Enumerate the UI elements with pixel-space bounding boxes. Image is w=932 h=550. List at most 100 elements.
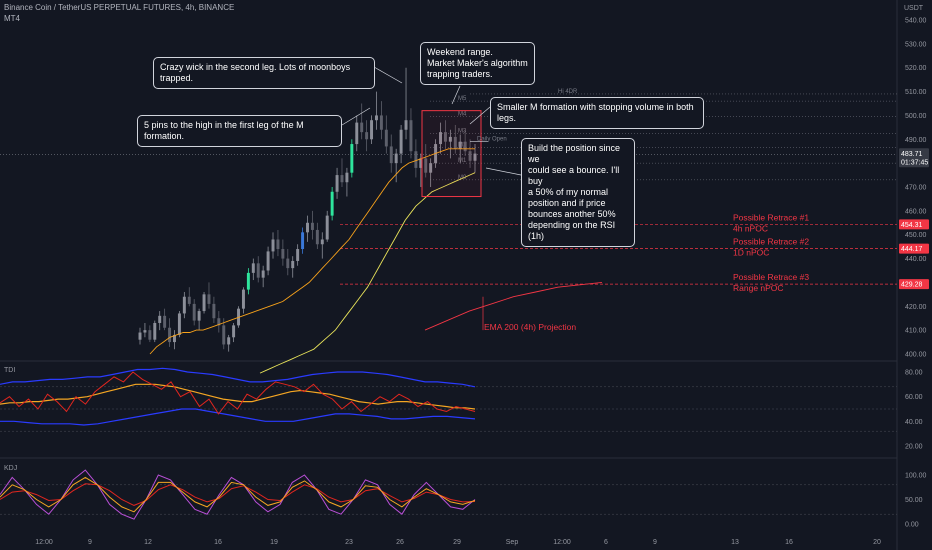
candle-body [246, 272, 250, 290]
candle-body [168, 327, 172, 343]
note-weekend-range[interactable]: Weekend range. Market Maker's algorithm … [420, 42, 535, 85]
kdj-label: KDJ [4, 465, 17, 472]
time-tick-label: 6 [604, 539, 608, 546]
note-five-pins-text: 5 pins to the high in the first leg of t… [144, 120, 304, 141]
candle-body [394, 153, 398, 164]
kdj-tick-label: 100.00 [905, 473, 927, 480]
candle-body [271, 239, 275, 252]
symbol-title: Binance Coin / TetherUS PERPETUAL FUTURE… [4, 3, 235, 12]
daily-open-label: Daily Open [477, 136, 507, 142]
retrace-badge-label: 444.17 [901, 246, 923, 253]
kdj-j-line [0, 469, 476, 520]
price-tick-label: 540.00 [905, 18, 927, 25]
tdi-upper-band [0, 367, 476, 388]
candle-body [143, 330, 147, 333]
candle-body [360, 122, 364, 133]
note-weekend-line-1: Weekend range. [427, 47, 493, 57]
m-level-label: M2 [458, 143, 467, 149]
note-smaller-m[interactable]: Smaller M formation with stopping volume… [490, 97, 704, 129]
m-level-label: M5 [458, 96, 467, 102]
m-level-label: M1 [458, 158, 467, 164]
candle-body [330, 191, 334, 216]
hi-4dr-label: Hi 4DR [558, 89, 578, 95]
candle-body [182, 296, 186, 314]
retrace-badge-label: 454.31 [901, 222, 923, 229]
price-tick-label: 530.00 [905, 41, 927, 48]
ema-slow-line [259, 172, 476, 374]
candle-body [320, 239, 324, 245]
time-tick-label: 12 [144, 539, 152, 546]
candle-body [306, 222, 309, 233]
candle-body [296, 249, 300, 261]
note-build-line-5: bounces another 50% [528, 209, 616, 219]
time-tick-label: Sep [506, 539, 519, 546]
kdj-d-line [0, 483, 476, 506]
tdi-tick-label: 60.00 [905, 394, 923, 401]
note-five-pins[interactable]: 5 pins to the high in the first leg of t… [137, 115, 342, 147]
current-price-badge [899, 148, 929, 168]
candle-body [163, 315, 167, 328]
candle-body [256, 263, 260, 278]
time-tick-label: 23 [345, 539, 353, 546]
retrace-sub: 1D nPOC [733, 248, 769, 258]
retrace-title: Possible Retrace #3 [733, 272, 809, 282]
tdi-label: TDI [4, 367, 15, 374]
tdi-mid-line [0, 383, 476, 410]
retrace-badge-label: 429.28 [901, 282, 923, 289]
m-level-label: M4 [458, 112, 467, 118]
retrace-sub: Range nPOC [733, 283, 784, 293]
candle-body [379, 115, 383, 130]
candle-body [453, 136, 457, 149]
price-tick-label: 500.00 [905, 113, 927, 120]
candle-body [212, 303, 216, 319]
candle-body [424, 158, 428, 173]
candle-body [340, 175, 344, 183]
weekend-range-box [421, 110, 482, 198]
candle-body [192, 303, 196, 321]
retrace-badge [899, 243, 929, 254]
time-tick-label: 20 [873, 539, 881, 546]
connector-line [373, 66, 403, 84]
price-tick-label: 490.00 [905, 137, 927, 144]
candle-body [419, 158, 423, 168]
candle-body [325, 215, 329, 240]
ema200-projection-line [424, 281, 603, 331]
candle-body [355, 122, 359, 145]
price-tick-label: 510.00 [905, 89, 927, 96]
price-tick-label: 440.00 [905, 256, 927, 263]
price-tick-label: 410.00 [905, 328, 927, 335]
candle-body [232, 325, 236, 338]
note-build-line-2: could see a bounce. I'll buy [528, 165, 620, 186]
note-crazy-wick[interactable]: Crazy wick in the second leg. Lots of mo… [153, 57, 375, 89]
connector-line [469, 106, 491, 125]
currency-label: USDT [904, 5, 924, 12]
candle-body [473, 153, 477, 161]
candle-body [197, 311, 201, 321]
price-tick-label: 470.00 [905, 185, 927, 192]
tdi-tick-label: 80.00 [905, 370, 923, 377]
candle-body [448, 136, 452, 142]
candle-body [148, 330, 152, 340]
candle-body [365, 132, 369, 140]
candle-body [276, 239, 280, 250]
candle-body [222, 325, 226, 345]
note-build-position[interactable]: Build the position since we could see a … [521, 138, 635, 247]
candle-body [439, 132, 442, 145]
candle-body [335, 175, 339, 192]
candle-body [384, 129, 388, 147]
note-weekend-line-3: trapping traders. [427, 69, 493, 79]
retrace-badge [899, 219, 929, 230]
note-build-line-4: position and if price [528, 198, 606, 208]
candle-body [177, 313, 181, 335]
candle-body [286, 258, 290, 269]
ema-fast-line [149, 148, 475, 355]
candle-body [404, 120, 408, 130]
candle-body [389, 146, 393, 164]
candle-body [173, 334, 176, 343]
candle-body [315, 229, 319, 245]
kdj-k-line [0, 476, 476, 513]
time-tick-label: 9 [653, 539, 657, 546]
candle-body [463, 141, 467, 152]
